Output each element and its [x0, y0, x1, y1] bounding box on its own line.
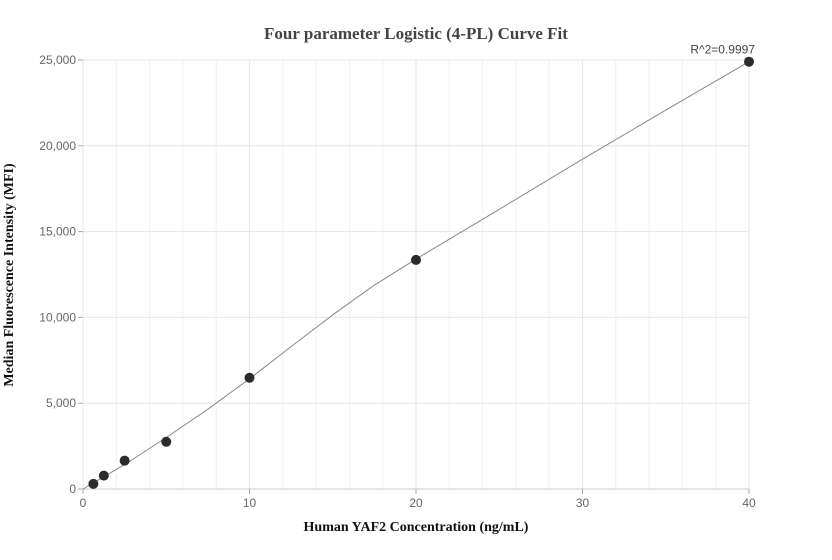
x-tick-label: 30 — [576, 496, 590, 510]
x-tick-label: 10 — [243, 496, 257, 510]
x-axis-label: Human YAF2 Concentration (ng/mL) — [304, 520, 529, 535]
y-axis-label: Median Fluorescence Intensity (MFI) — [2, 163, 17, 387]
chart-title: Four parameter Logistic (4-PL) Curve Fit — [264, 24, 568, 43]
data-point — [119, 455, 130, 466]
data-point — [88, 478, 99, 489]
annotations: R^2=0.9997 — [690, 43, 755, 57]
data-point — [411, 254, 421, 265]
x-tick-label: 40 — [742, 496, 756, 510]
data-point — [161, 436, 172, 447]
r-squared-annotation: R^2=0.9997 — [690, 43, 755, 57]
y-axis-ticks: 0 5,000 10,000 15,000 20,000 25,000 — [39, 53, 83, 496]
y-tick-label: 10,000 — [39, 310, 76, 324]
x-tick-label: 20 — [409, 496, 423, 510]
y-tick-label: 15,000 — [39, 225, 76, 239]
major-grid — [82, 59, 750, 489]
y-tick-label: 5,000 — [46, 396, 76, 410]
y-tick-label: 20,000 — [39, 139, 76, 153]
data-point — [98, 470, 109, 481]
y-tick-label: 0 — [69, 482, 76, 496]
data-point — [744, 56, 754, 67]
data-point — [244, 372, 255, 383]
x-axis-ticks: 0 10 20 30 40 — [80, 489, 756, 510]
y-tick-label: 25,000 — [39, 53, 76, 67]
minor-grid — [115, 60, 717, 489]
x-tick-label: 0 — [80, 496, 87, 510]
data-points — [88, 56, 754, 489]
